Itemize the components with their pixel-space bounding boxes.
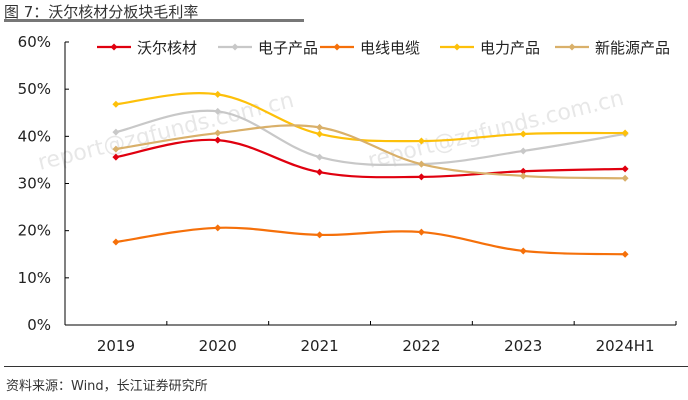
- y-tick-label: 10%: [18, 269, 51, 287]
- legend-label: 电线电缆: [360, 39, 420, 57]
- data-point: [214, 90, 222, 98]
- data-point: [112, 128, 120, 136]
- legend-marker: [453, 43, 461, 51]
- data-point: [214, 129, 222, 137]
- y-tick-label: 60%: [18, 33, 51, 51]
- data-point: [519, 130, 527, 138]
- legend-item: 电线电缆: [320, 39, 420, 57]
- x-tick-label: 2022: [402, 337, 440, 355]
- legend-marker: [231, 43, 239, 51]
- y-tick-label: 30%: [18, 175, 51, 193]
- x-tick-label: 2024H1: [596, 337, 655, 355]
- legend-item: 沃尔核材: [97, 39, 197, 57]
- series-3: [112, 90, 629, 145]
- data-point: [519, 147, 527, 155]
- source-divider: [4, 366, 688, 367]
- axes: 0% 10% 20% 30% 40% 50% 60% 2019 2020 2021 2022 2023…: [18, 33, 677, 355]
- legend-item: 电力产品: [440, 39, 540, 57]
- line-chart: report@zgfunds.com.cn report@zgfunds.com…: [18, 33, 677, 355]
- series-line: [115, 124, 626, 180]
- data-point: [417, 160, 425, 168]
- legend-label: 新能源产品: [595, 39, 670, 57]
- data-point: [621, 129, 629, 137]
- data-point: [316, 130, 324, 138]
- series-lines: [112, 90, 629, 258]
- data-point: [519, 172, 527, 180]
- x-tick-label: 2020: [199, 337, 237, 355]
- x-tick-label: 2019: [97, 337, 135, 355]
- data-point: [112, 145, 120, 153]
- legend-item: 电子产品: [218, 39, 318, 57]
- series-line: [115, 226, 626, 256]
- data-point: [316, 153, 324, 161]
- legend-label: 电子产品: [258, 39, 318, 57]
- series-line: [115, 92, 626, 143]
- y-tick-label: 20%: [18, 222, 51, 240]
- data-point: [112, 153, 120, 161]
- data-point: [112, 100, 120, 108]
- figure-title: 图 7：沃尔核材分板块毛利率: [4, 3, 199, 21]
- legend-marker: [110, 43, 118, 51]
- data-point: [417, 228, 425, 236]
- y-tick-label: 40%: [18, 127, 51, 145]
- series-line: [115, 138, 626, 179]
- data-point: [417, 137, 425, 145]
- watermark: report@zgfunds.com.cn: [35, 88, 296, 176]
- series-0: [112, 136, 629, 181]
- title-underline: [4, 19, 304, 22]
- legend-marker: [333, 43, 341, 51]
- data-point: [214, 136, 222, 144]
- legend: 沃尔核材 电子产品 电线电缆 电力产品 新能源产品: [97, 39, 670, 57]
- data-point: [316, 123, 324, 131]
- y-tick-label: 50%: [18, 80, 51, 98]
- x-tick-label: 2021: [300, 337, 338, 355]
- data-point: [214, 224, 222, 232]
- legend-label: 沃尔核材: [137, 39, 197, 57]
- legend-marker: [568, 43, 576, 51]
- data-point: [316, 231, 324, 239]
- legend-item: 新能源产品: [555, 39, 670, 57]
- series-4: [112, 123, 629, 182]
- x-tick-label: 2023: [504, 337, 542, 355]
- legend-label: 电力产品: [480, 39, 540, 57]
- data-point: [214, 107, 222, 115]
- series-2: [112, 224, 629, 258]
- data-point: [112, 238, 120, 246]
- source-note: 资料来源：Wind，长江证券研究所: [6, 379, 208, 394]
- data-point: [621, 165, 629, 173]
- watermark: report@zgfunds.com.cn: [365, 86, 626, 174]
- data-point: [621, 174, 629, 182]
- data-point: [519, 247, 527, 255]
- data-point: [417, 173, 425, 181]
- series-line: [115, 109, 626, 167]
- data-point: [621, 250, 629, 258]
- y-tick-label: 0%: [27, 316, 51, 334]
- data-point: [316, 168, 324, 176]
- data-point: [519, 167, 527, 175]
